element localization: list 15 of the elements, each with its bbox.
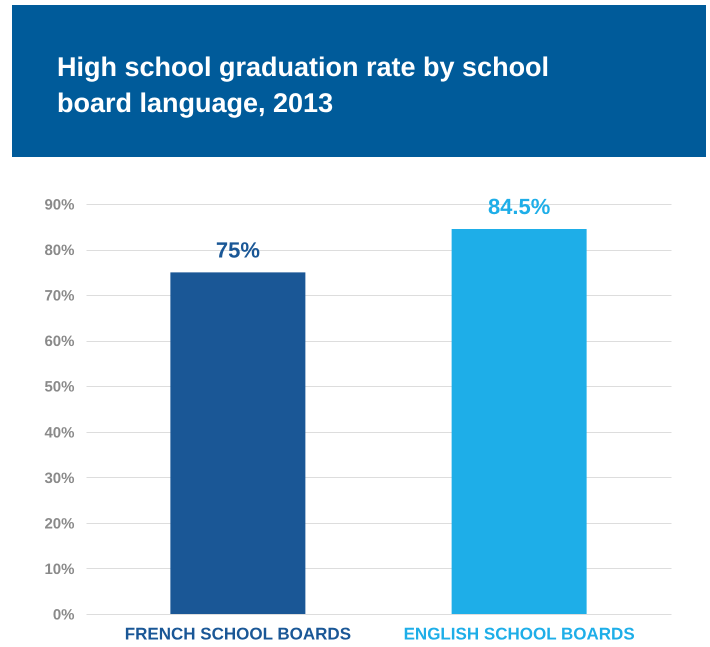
y-tick-label: 60% [44,333,74,350]
y-tick-label: 80% [44,242,74,260]
y-tick-label: 20% [44,515,74,532]
y-tick-label: 30% [44,470,74,487]
y-tick-label: 50% [44,378,74,396]
y-tick-label: 10% [44,560,74,578]
y-tick-label: 40% [44,424,74,442]
y-tick-label: 70% [44,288,74,305]
x-tick-label: ENGLISH SCHOOL BOARDS [404,624,635,644]
y-tick-label: 90% [44,196,74,214]
y-tick-label: 0% [52,606,74,624]
chart-title: High school graduation rate by school board language, 2013 [57,51,550,120]
x-tick-label: FRENCH SCHOOL BOARDS [124,624,352,644]
data-label: 75% [216,237,260,262]
data-label: 84.5% [488,194,550,220]
